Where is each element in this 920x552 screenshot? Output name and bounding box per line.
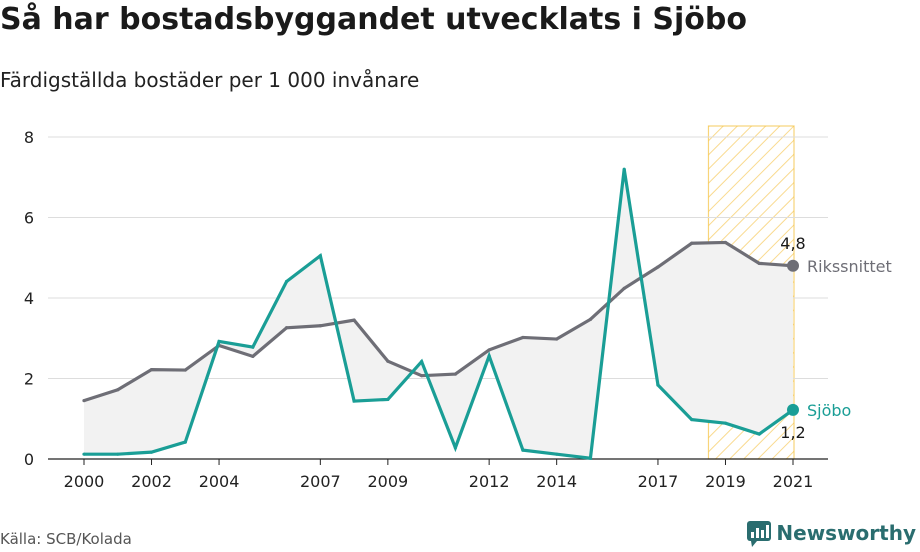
data-point-riks — [757, 261, 761, 265]
data-point-riks — [284, 326, 289, 330]
brand-name: Newsworthy — [776, 521, 916, 545]
newsworthy-logo-icon — [747, 521, 772, 547]
data-point-sjobo — [622, 167, 626, 171]
series-line-riks — [83, 240, 794, 403]
data-point-sjobo — [318, 254, 322, 258]
data-point-riks — [82, 399, 86, 403]
data-point-sjobo — [690, 417, 694, 422]
x-tick-label: 2019 — [705, 472, 746, 491]
data-point-riks — [352, 318, 356, 322]
data-point-sjobo — [386, 397, 390, 402]
data-point-sjobo — [453, 446, 457, 450]
x-tick-label: 2017 — [638, 472, 679, 491]
y-tick-label: 8 — [24, 128, 34, 147]
data-point-sjobo — [757, 432, 761, 436]
data-point-sjobo — [588, 456, 593, 460]
data-point-sjobo — [723, 421, 728, 425]
source-note: Källa: SCB/Kolada — [0, 530, 132, 548]
data-point-riks — [453, 372, 457, 376]
y-tick-label: 4 — [24, 289, 34, 308]
y-tick-label: 2 — [24, 370, 34, 389]
data-point-sjobo — [284, 279, 289, 284]
data-point-sjobo — [555, 452, 559, 456]
x-tick-label: 2002 — [131, 472, 172, 491]
data-point-riks — [723, 240, 728, 245]
data-point-riks — [622, 286, 626, 290]
data-point-sjobo — [656, 383, 660, 387]
data-point-riks — [183, 368, 187, 372]
series-label-riks: Rikssnittet — [807, 257, 892, 276]
data-point-riks — [487, 348, 491, 352]
data-point-sjobo — [217, 339, 221, 344]
x-tick-label: 2000 — [64, 472, 105, 491]
end-marker-riks — [787, 259, 799, 272]
end-marker-sjobo — [787, 403, 799, 416]
data-point-riks — [318, 324, 322, 328]
data-point-sjobo — [116, 452, 120, 456]
data-point-sjobo — [149, 450, 154, 454]
data-point-sjobo — [352, 399, 356, 403]
data-point-riks — [251, 354, 255, 358]
end-value-label-riks: 4,8 — [780, 234, 805, 253]
y-tick-label: 6 — [24, 209, 34, 228]
x-tick-label: 2012 — [469, 472, 510, 491]
x-tick-label: 2014 — [536, 472, 577, 491]
y-tick-label: 0 — [24, 450, 34, 469]
series-label-sjobo: Sjöbo — [807, 401, 851, 420]
end-value-label-sjobo: 1,2 — [780, 423, 805, 442]
data-point-riks — [386, 359, 390, 363]
series-line-sjobo — [84, 168, 794, 460]
data-point-riks — [521, 335, 525, 340]
data-point-sjobo — [521, 448, 525, 452]
x-tick-label: 2009 — [367, 472, 408, 491]
data-point-sjobo — [487, 354, 491, 358]
data-point-sjobo — [82, 452, 86, 456]
data-point-riks — [420, 374, 424, 378]
chart-subtitle: Färdigställda bostäder per 1 000 invånar… — [0, 68, 420, 92]
data-point-sjobo — [183, 440, 187, 444]
x-tick-label: 2004 — [199, 472, 240, 491]
data-point-riks — [588, 317, 593, 321]
brand-logo: Newsworthy — [746, 518, 916, 548]
data-point-sjobo — [251, 345, 255, 349]
data-point-sjobo — [420, 359, 424, 364]
data-point-riks — [116, 388, 120, 392]
data-point-riks — [690, 241, 694, 245]
data-point-riks — [149, 368, 154, 372]
data-point-riks — [555, 337, 559, 341]
data-point-riks — [656, 265, 660, 269]
x-tick-label: 2007 — [300, 472, 341, 491]
x-tick-label: 2021 — [773, 472, 814, 491]
chart-title: Så har bostadsbyggandet utvecklats i Sjö… — [0, 2, 747, 37]
